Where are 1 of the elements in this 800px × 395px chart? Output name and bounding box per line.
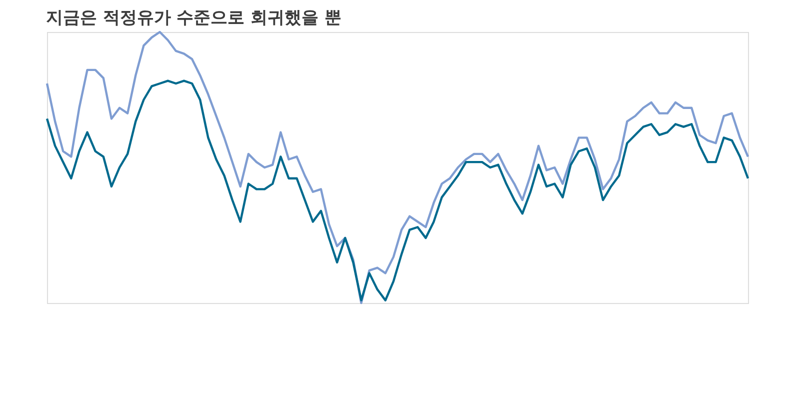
chart-title: 지금은 적정유가 수준으로 회귀했을 뿐 xyxy=(46,8,342,28)
